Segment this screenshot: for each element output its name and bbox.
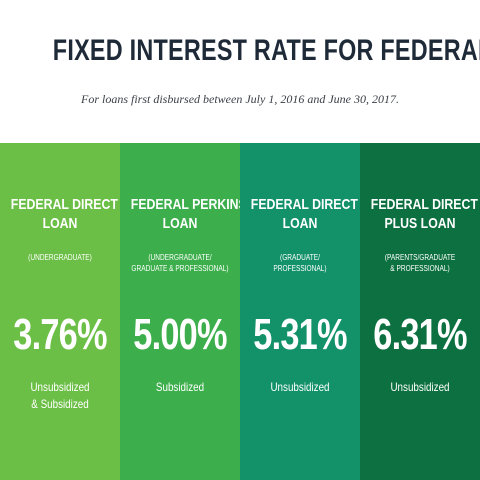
loan-name-line: FEDERAL DIRECT bbox=[10, 196, 118, 213]
loan-type-line: Unsubsidized bbox=[270, 380, 330, 394]
loan-rate: 5.00% bbox=[133, 310, 227, 359]
loan-column-direct-graduate: FEDERAL DIRECT LOAN (GRADUATE/ PROFESSIO… bbox=[240, 143, 360, 480]
page-subtitle: For loans first disbursed between July 1… bbox=[81, 92, 399, 106]
loan-name-line: LOAN bbox=[282, 215, 318, 232]
loan-eligibility-line: PROFESSIONAL) bbox=[273, 264, 327, 273]
loan-name-line: FEDERAL DIRECT bbox=[250, 196, 358, 213]
loan-eligibility-line: (GRADUATE/ bbox=[280, 253, 320, 262]
loan-name-line: FEDERAL PERKINS bbox=[130, 196, 247, 213]
loan-eligibility: (GRADUATE/ PROFESSIONAL) bbox=[251, 252, 349, 274]
loan-rate: 5.31% bbox=[253, 310, 347, 359]
loan-type: Unsubsidized bbox=[251, 379, 349, 396]
loan-column-perkins: FEDERAL PERKINS LOAN (UNDERGRADUATE/ GRA… bbox=[120, 143, 247, 480]
loan-eligibility-line: GRADUATE & PROFESSIONAL) bbox=[131, 264, 229, 273]
loan-eligibility: (PARENTS/GRADUATE & PROFESSIONAL) bbox=[371, 252, 469, 274]
loan-column-direct-undergraduate: FEDERAL DIRECT LOAN (UNDERGRADUATE) 3.76… bbox=[0, 143, 120, 480]
loan-eligibility-line: (UNDERGRADUATE) bbox=[28, 253, 92, 262]
loan-type: Unsubsidized bbox=[371, 379, 469, 396]
loan-eligibility-line: & PROFESSIONAL) bbox=[390, 264, 450, 273]
loan-type-line: Unsubsidized bbox=[30, 380, 90, 394]
loan-column-direct-plus: FEDERAL DIRECT PLUS LOAN (PARENTS/GRADUA… bbox=[360, 143, 480, 480]
header: FIXED INTEREST RATE FOR FEDERAL LOANS Fo… bbox=[0, 0, 480, 143]
loan-name-line: LOAN bbox=[42, 215, 78, 232]
loan-type: Unsubsidized & Subsidized bbox=[11, 379, 109, 413]
loan-eligibility: (UNDERGRADUATE) bbox=[11, 252, 109, 263]
page-title: FIXED INTEREST RATE FOR FEDERAL LOANS bbox=[52, 34, 480, 67]
loan-rate: 3.76% bbox=[13, 310, 107, 359]
loan-name-line: LOAN bbox=[162, 215, 198, 232]
loan-name-line: FEDERAL DIRECT bbox=[370, 196, 478, 213]
loan-eligibility-line: (UNDERGRADUATE/ bbox=[148, 253, 212, 262]
loan-name: FEDERAL PERKINS LOAN bbox=[130, 195, 247, 233]
loan-eligibility: (UNDERGRADUATE/ GRADUATE & PROFESSIONAL) bbox=[131, 252, 229, 274]
loan-type-line: & Subsidized bbox=[31, 397, 89, 411]
loan-rate: 6.31% bbox=[373, 310, 467, 359]
loan-name: FEDERAL DIRECT LOAN bbox=[250, 195, 358, 233]
loan-eligibility-line: (PARENTS/GRADUATE bbox=[384, 253, 456, 262]
loan-name: FEDERAL DIRECT LOAN bbox=[10, 195, 118, 233]
loan-type-line: Subsidized bbox=[155, 380, 205, 394]
loan-name: FEDERAL DIRECT PLUS LOAN bbox=[370, 195, 478, 233]
loan-columns: FEDERAL DIRECT LOAN (UNDERGRADUATE) 3.76… bbox=[0, 143, 480, 480]
loan-type: Subsidized bbox=[131, 379, 229, 396]
loan-name-line: PLUS LOAN bbox=[384, 215, 456, 232]
loan-type-line: Unsubsidized bbox=[390, 380, 450, 394]
